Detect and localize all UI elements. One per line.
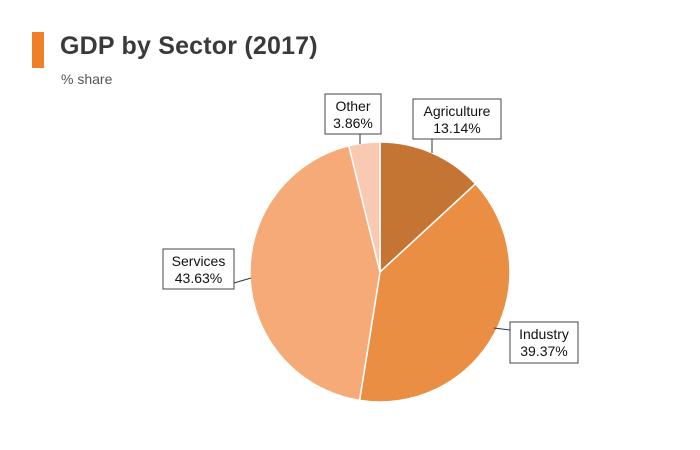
- pie-slice-industry: [358, 182, 511, 403]
- slice-value-label: 43.63%: [175, 270, 222, 286]
- pie-slice-other: [347, 141, 381, 273]
- slice-value-label: 13.14%: [433, 120, 480, 136]
- slice-label: Agriculture: [424, 103, 491, 119]
- slice-label: Other: [335, 98, 370, 114]
- callout-pointer: [233, 277, 252, 284]
- chart-title: GDP by Sector (2017): [60, 32, 318, 60]
- callout-box: [324, 93, 382, 135]
- slice-label: Services: [172, 253, 226, 269]
- callout-box: [412, 98, 502, 140]
- title-accent-bar: [32, 32, 44, 68]
- slice-value-label: 39.37%: [520, 343, 567, 359]
- pie-slice-services: [249, 144, 381, 402]
- slice-label: Industry: [519, 326, 569, 342]
- callout-box: [162, 248, 235, 290]
- pie-slices: [249, 141, 511, 403]
- slice-value-label: 3.86%: [333, 115, 373, 131]
- chart-subtitle: % share: [61, 71, 113, 87]
- callout-box: [509, 321, 579, 364]
- callout-pointer: [493, 327, 511, 331]
